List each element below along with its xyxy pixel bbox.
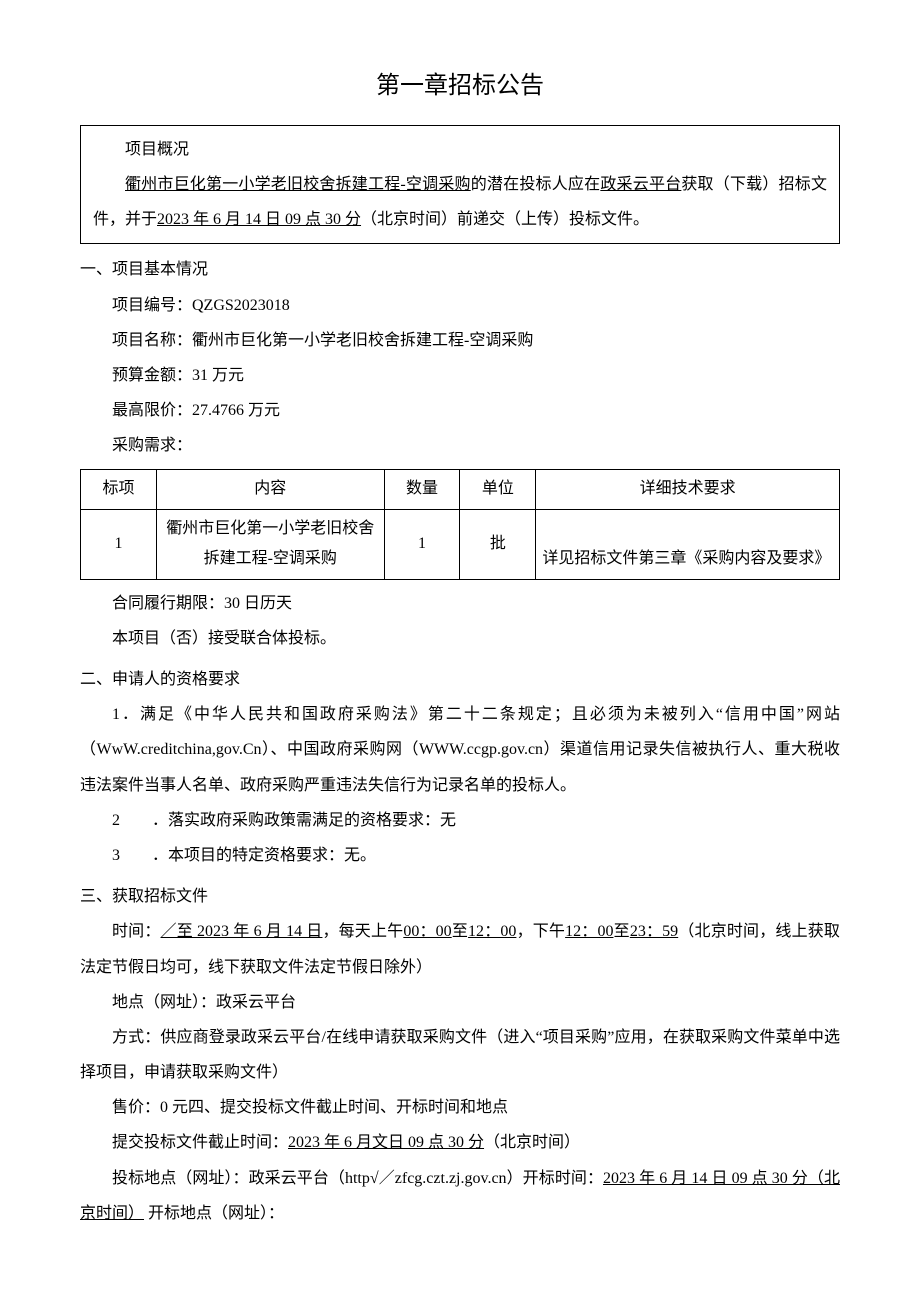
- overview-mid1: 的潜在投标人应在: [471, 176, 601, 193]
- bid-place-pre: 投标地点（网址）：政采云平台（http√／zfcg.czt.zj.gov.cn）…: [112, 1170, 603, 1187]
- overview-platform: 政采云平台: [600, 176, 681, 193]
- time-u5: 23：59: [630, 923, 678, 940]
- max-price: 最高限价：27.4766 万元: [80, 393, 840, 428]
- section3-heading: 三、获取招标文件: [80, 879, 840, 914]
- submit-u: 2023 年 6 月文日 09 点 30 分: [288, 1134, 484, 1151]
- submit-pre: 提交投标文件截止时间：: [112, 1134, 288, 1151]
- submit-tail: （北京时间）: [484, 1134, 580, 1151]
- qual-item2: 2 ．落实政府采购政策需满足的资格要求：无: [80, 803, 840, 838]
- consortium: 本项目（否）接受联合体投标。: [80, 621, 840, 656]
- th-qty: 数量: [384, 470, 460, 509]
- document-page: 第一章招标公告 项目概况 衢州市巨化第一小学老旧校舍拆建工程-空调采购的潜在投标…: [0, 0, 920, 1301]
- overview-tail: （北京时间）前递交（上传）投标文件。: [361, 211, 649, 228]
- section1-heading: 一、项目基本情况: [80, 252, 840, 287]
- overview-heading: 项目概况: [93, 132, 827, 167]
- th-unit: 单位: [460, 470, 536, 509]
- time-u1: ／至 2023 年 6 月 14 日: [161, 923, 323, 940]
- qual-item1: 1．满足《中华人民共和国政府采购法》第二十二条规定；且必须为未被列入“信用中国”…: [80, 697, 840, 803]
- td-content: 衢州市巨化第一小学老旧校舍拆建工程-空调采购: [156, 509, 384, 579]
- overview-project: 衢州市巨化第一小学老旧校舍拆建工程-空调采购: [125, 176, 471, 193]
- time-mid2: 至: [452, 923, 468, 940]
- contract-period: 合同履行期限：30 日历天: [80, 586, 840, 621]
- overview-deadline: 2023 年 6 月 14 日 09 点 30 分: [157, 211, 361, 228]
- bid-place-open: 投标地点（网址）：政采云平台（http√／zfcg.czt.zj.gov.cn）…: [80, 1161, 840, 1231]
- time-u4: 12：00: [565, 923, 613, 940]
- chapter-title: 第一章招标公告: [80, 60, 840, 113]
- obtain-time: 时间：／至 2023 年 6 月 14 日，每天上午00：00至12：00，下午…: [80, 914, 840, 984]
- section2-heading: 二、申请人的资格要求: [80, 662, 840, 697]
- td-detail: 详见招标文件第三章《采购内容及要求》: [536, 509, 840, 579]
- time-u2: 00：00: [403, 923, 451, 940]
- requirements-table: 标项 内容 数量 单位 详细技术要求 1 衢州市巨化第一小学老旧校舍拆建工程-空…: [80, 469, 840, 579]
- time-mid4: 至: [613, 923, 629, 940]
- time-u3: 12：00: [468, 923, 516, 940]
- submit-deadline: 提交投标文件截止时间：2023 年 6 月文日 09 点 30 分（北京时间）: [80, 1125, 840, 1160]
- obtain-place: 地点（网址）：政采云平台: [80, 985, 840, 1020]
- qual-item3: 3 ．本项目的特定资格要求：无。: [80, 838, 840, 873]
- td-qty: 1: [384, 509, 460, 579]
- budget: 预算金额：31 万元: [80, 358, 840, 393]
- th-content: 内容: [156, 470, 384, 509]
- overview-box: 项目概况 衢州市巨化第一小学老旧校舍拆建工程-空调采购的潜在投标人应在政采云平台…: [80, 125, 840, 245]
- project-no: 项目编号：QZGS2023018: [80, 288, 840, 323]
- table-header-row: 标项 内容 数量 单位 详细技术要求: [81, 470, 840, 509]
- price-and-s4: 售价：0 元四、提交投标文件截止时间、开标时间和地点: [80, 1090, 840, 1125]
- time-mid3: ，下午: [516, 923, 565, 940]
- time-mid1: ，每天上午: [322, 923, 403, 940]
- table-row: 1 衢州市巨化第一小学老旧校舍拆建工程-空调采购 1 批 详见招标文件第三章《采…: [81, 509, 840, 579]
- overview-body: 衢州市巨化第一小学老旧校舍拆建工程-空调采购的潜在投标人应在政采云平台获取（下载…: [93, 167, 827, 237]
- td-unit: 批: [460, 509, 536, 579]
- bid-place-tail: 开标地点（网址）：: [148, 1205, 284, 1222]
- th-idx: 标项: [81, 470, 157, 509]
- project-name: 项目名称：衢州市巨化第一小学老旧校舍拆建工程-空调采购: [80, 323, 840, 358]
- td-idx: 1: [81, 509, 157, 579]
- req-label: 采购需求：: [80, 428, 840, 463]
- obtain-method: 方式：供应商登录政采云平台/在线申请获取采购文件（进入“项目采购”应用，在获取采…: [80, 1020, 840, 1090]
- time-pre: 时间：: [112, 923, 161, 940]
- th-detail: 详细技术要求: [536, 470, 840, 509]
